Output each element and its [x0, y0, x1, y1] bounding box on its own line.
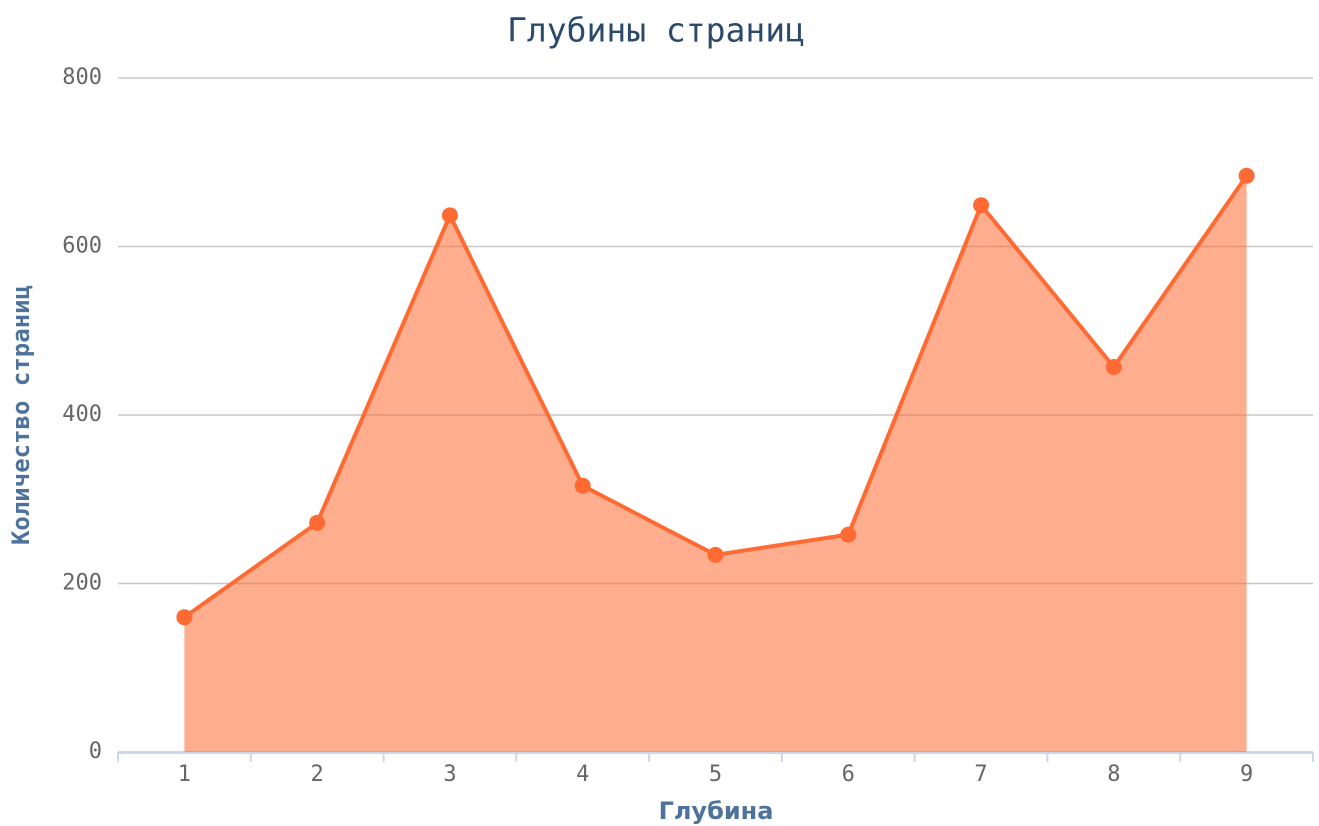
y-tick-label: 400 — [62, 402, 102, 427]
marker — [1105, 358, 1122, 375]
marker — [441, 207, 458, 224]
y-axis-title: Количество страниц — [7, 285, 35, 545]
y-tick-label: 600 — [62, 234, 102, 259]
x-tick-label: 5 — [709, 762, 722, 787]
marker — [840, 526, 857, 543]
x-tick-label: 3 — [443, 762, 456, 787]
marker — [176, 609, 193, 626]
chart-title: Глубины страниц — [507, 11, 805, 50]
y-tick-label: 800 — [62, 65, 102, 90]
y-tick-label: 0 — [89, 739, 102, 764]
y-tick-label: 200 — [62, 571, 102, 596]
x-tick-label: 6 — [842, 762, 855, 787]
marker — [973, 197, 990, 214]
marker — [1238, 167, 1255, 184]
marker — [707, 546, 724, 563]
marker — [574, 477, 591, 494]
x-tick-label: 8 — [1107, 762, 1120, 787]
x-tick-label: 9 — [1240, 762, 1253, 787]
x-tick-label: 4 — [576, 762, 589, 787]
x-tick-label: 1 — [178, 762, 191, 787]
area-fill — [184, 175, 1247, 753]
marker — [309, 514, 326, 531]
x-tick-label: 2 — [311, 762, 324, 787]
x-tick-label: 7 — [974, 762, 987, 787]
x-axis-title: Глубина — [659, 797, 774, 825]
